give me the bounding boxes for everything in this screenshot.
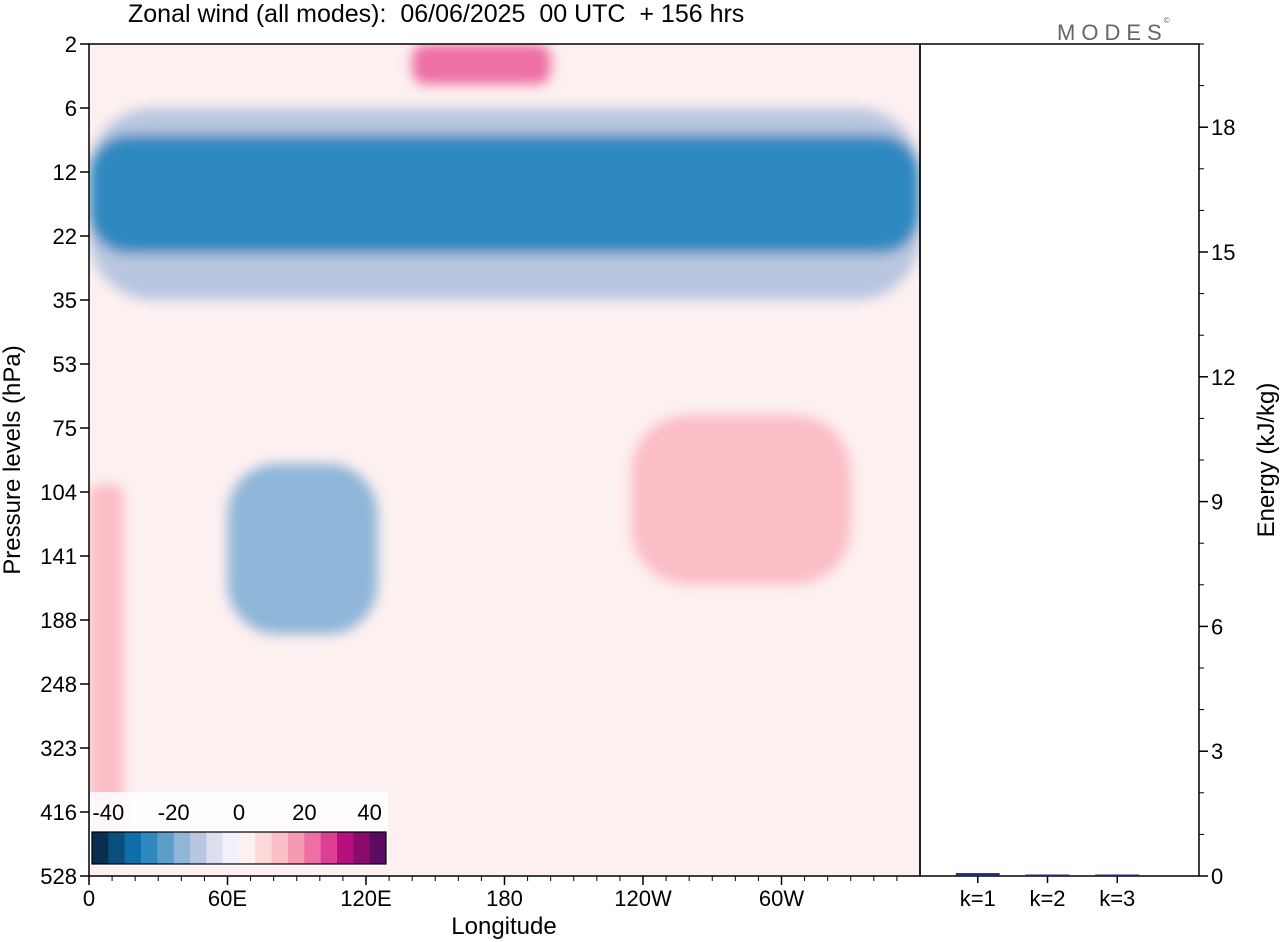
heatmap-region [89,484,124,834]
energy-bar-3 [1095,874,1140,876]
energy-tick-label: 15 [1211,240,1235,265]
y-tick-label: 528 [40,864,77,889]
colorbar-swatch [255,832,273,864]
colorbar-swatch [190,832,207,864]
colorbar-swatch [141,832,158,864]
x-axis-title: Longitude [451,913,556,940]
energy-tick-label: 0 [1211,864,1223,889]
x-tick-label: 60E [208,886,247,911]
colorbar-swatch [369,832,387,864]
energy-category-label: k=3 [1099,886,1135,911]
colorbar-tick-label: -40 [92,800,124,825]
y-tick-label: 416 [40,800,77,825]
energy-tick-label: 18 [1211,115,1235,140]
heatmap-region [227,463,378,635]
energy-tick-label: 12 [1211,365,1235,390]
heatmap-region [412,44,551,85]
energy-tick-label: 3 [1211,739,1223,764]
colorbar-swatch [108,832,126,864]
energy-category-label: k=2 [1029,886,1065,911]
heatmap-area [89,44,920,876]
colorbar-tick-label: -20 [158,800,190,825]
x-tick-label: 180 [486,886,523,911]
colorbar: -40 -20 0 20 40 [90,792,388,866]
energy-bars: k=1 k=2 k=3 [955,873,1140,911]
colorbar-swatch [206,832,224,864]
energy-tick-label: 6 [1211,614,1223,639]
colorbar-swatch [271,832,289,864]
colorbar-swatch [239,832,256,864]
heatmap-region [631,415,851,585]
colorbar-swatch [92,832,109,864]
x-tick-label: 0 [83,886,95,911]
y-tick-label: 188 [40,608,77,633]
colorbar-swatch [222,832,240,864]
colorbar-swatch [353,832,371,864]
energy-bar-1 [955,873,1000,876]
longitude-axis: 0 60E 120E 180 120W 60W [83,876,898,911]
colorbar-swatch [288,832,305,864]
energy-axis: 0 3 6 9 12 15 18 [1199,43,1235,889]
y-tick-label: 12 [53,160,77,185]
y-tick-label: 22 [53,224,77,249]
y-axis-title: Pressure levels (hPa) [0,345,26,574]
copyright-mark: © [1163,16,1170,25]
energy-bar-2 [1025,874,1070,876]
colorbar-swatch [173,832,191,864]
heatmap-region [89,134,920,254]
energy-panel-frame [919,43,1200,877]
y-tick-label: 6 [65,96,77,121]
chart-title: Zonal wind (all modes): 06/06/2025 00 UT… [128,0,745,28]
pressure-axis: 2 6 12 22 35 53 75 104 141 188 248 323 416 528 [40,32,89,889]
y-tick-label: 35 [53,288,77,313]
colorbar-swatch [337,832,354,864]
colorbar-tick-label: 0 [233,800,245,825]
y-tick-label: 104 [40,480,77,505]
energy-category-label: k=1 [960,886,996,911]
y-tick-label: 2 [65,32,77,57]
colorbar-tick-label: 20 [292,800,316,825]
x-tick-label: 120E [340,886,391,911]
colorbar-tick-label: 40 [357,800,381,825]
colorbar-swatch [124,832,142,864]
colorbar-frame [91,831,387,865]
colorbar-swatch [320,832,338,864]
energy-tick-label: 9 [1211,490,1223,515]
modes-logo-text: MODES [1057,20,1168,45]
y-tick-label: 75 [53,416,77,441]
x-tick-label: 120W [614,886,672,911]
energy-axis-title: Energy (kJ/kg) [1253,383,1280,538]
y-tick-label: 323 [40,736,77,761]
y-tick-label: 141 [40,544,77,569]
x-tick-label: 60W [759,886,804,911]
colorbar-swatch [157,832,175,864]
y-tick-label: 53 [53,352,77,377]
y-tick-label: 248 [40,672,77,697]
colorbar-swatch [304,832,322,864]
modes-logo: MODES© [1057,16,1174,46]
